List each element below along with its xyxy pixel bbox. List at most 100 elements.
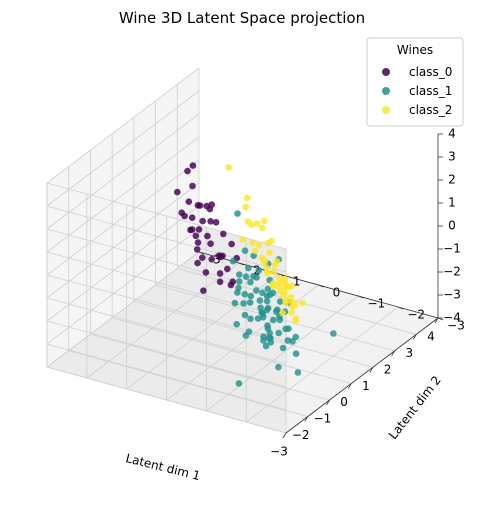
point-class_2 (248, 221, 255, 228)
x-tick-label: 2 (384, 362, 392, 376)
point-class_2 (269, 282, 277, 289)
x-axis-line (285, 317, 439, 434)
grid-y-floor (126, 273, 279, 390)
point-class_1 (257, 304, 264, 312)
y-tick-label: 0 (333, 286, 341, 300)
x-tick-mark (412, 334, 417, 340)
point-class_2 (273, 258, 281, 265)
y-tick-label: −2 (407, 308, 425, 322)
grid-y-floor (86, 262, 240, 379)
point-class_1 (229, 257, 237, 265)
point-class_1 (276, 316, 284, 324)
point-class_1 (240, 300, 247, 307)
point-class_2 (239, 236, 246, 243)
y-tick-label: −1 (367, 297, 385, 311)
point-class_2 (281, 275, 289, 283)
point-class_0 (185, 198, 193, 205)
point-class_0 (199, 217, 206, 225)
z-tick-label: 4 (448, 127, 456, 141)
point-class_0 (193, 246, 201, 253)
z-tick-label: 0 (448, 219, 456, 233)
point-class_1 (275, 329, 283, 337)
point-class_2 (264, 269, 271, 277)
grid-z-left (46, 228, 287, 296)
point-class_0 (200, 287, 207, 295)
point-class_1 (242, 273, 250, 281)
point-class_1 (264, 322, 271, 329)
y-tick-label: 1 (293, 275, 301, 289)
point-class_1 (292, 350, 300, 358)
grid-z-left (46, 297, 287, 365)
point-class_2 (292, 317, 300, 325)
grid-z-left (46, 274, 287, 342)
point-class_2 (285, 283, 293, 291)
grid-z-back (46, 251, 200, 368)
legend-marker-class_2 (382, 106, 390, 114)
point-class_0 (220, 230, 227, 238)
point-class_2 (253, 220, 261, 227)
point-class_2 (255, 241, 263, 249)
legend-box (366, 37, 464, 127)
point-class_1 (241, 290, 248, 298)
point-class_0 (207, 218, 214, 225)
x-tick-mark (391, 350, 395, 357)
z-tick-label: 2 (448, 173, 456, 187)
point-class_1 (233, 320, 240, 328)
x-tick-label: −2 (292, 428, 310, 442)
point-class_1 (236, 278, 243, 285)
z-tick-label: −4 (443, 311, 461, 325)
y-tick-mark (238, 262, 244, 266)
point-class_1 (236, 271, 243, 278)
point-class_0 (192, 232, 200, 240)
point-class_1 (241, 311, 249, 319)
x-tick-mark (347, 383, 352, 389)
point-class_2 (264, 239, 272, 247)
point-class_1 (235, 284, 242, 292)
point-class_0 (189, 162, 197, 169)
point-class_2 (288, 298, 296, 305)
grid-z-back (46, 90, 200, 207)
point-class_2 (260, 217, 268, 225)
point-class_0 (204, 232, 211, 240)
grid-y-floor (245, 306, 399, 423)
grid-z-left (46, 182, 287, 250)
y-tick-label: 3 (213, 253, 221, 267)
point-class_0 (189, 182, 196, 190)
point-class_0 (208, 255, 215, 263)
grid-z-left (46, 205, 287, 273)
point-class_1 (267, 339, 275, 346)
grid-z-left (46, 251, 287, 319)
point-class_1 (294, 369, 302, 376)
point-class_1 (272, 308, 280, 315)
point-class_0 (194, 239, 202, 246)
point-class_2 (276, 274, 284, 282)
x-tick-label: −1 (314, 412, 332, 426)
legend-title: Wines (397, 43, 433, 57)
point-class_2 (258, 254, 266, 261)
grid-z-left (46, 343, 287, 411)
point-class_2 (299, 299, 306, 307)
point-class_1 (245, 264, 252, 272)
z-tick-label: −3 (443, 288, 461, 302)
x-tick-mark (304, 416, 309, 422)
x-tick-label: 4 (427, 330, 435, 344)
point-class_1 (264, 304, 272, 312)
x-tick-mark (326, 399, 330, 406)
grid-z-back (46, 182, 200, 299)
y-tick-mark (198, 251, 205, 255)
grid-z-left (46, 320, 287, 388)
point-class_2 (259, 224, 266, 232)
point-class_2 (242, 203, 249, 211)
grid-z-back (46, 228, 200, 345)
grid-z-back (46, 113, 200, 230)
point-class_2 (279, 309, 287, 317)
grid-lines (46, 67, 439, 434)
point-class_0 (224, 265, 231, 273)
point-class_0 (216, 270, 224, 277)
grid-z-back (46, 159, 200, 276)
point-class_1 (250, 272, 257, 280)
point-class_1 (256, 297, 264, 304)
point-class_2 (263, 264, 271, 272)
